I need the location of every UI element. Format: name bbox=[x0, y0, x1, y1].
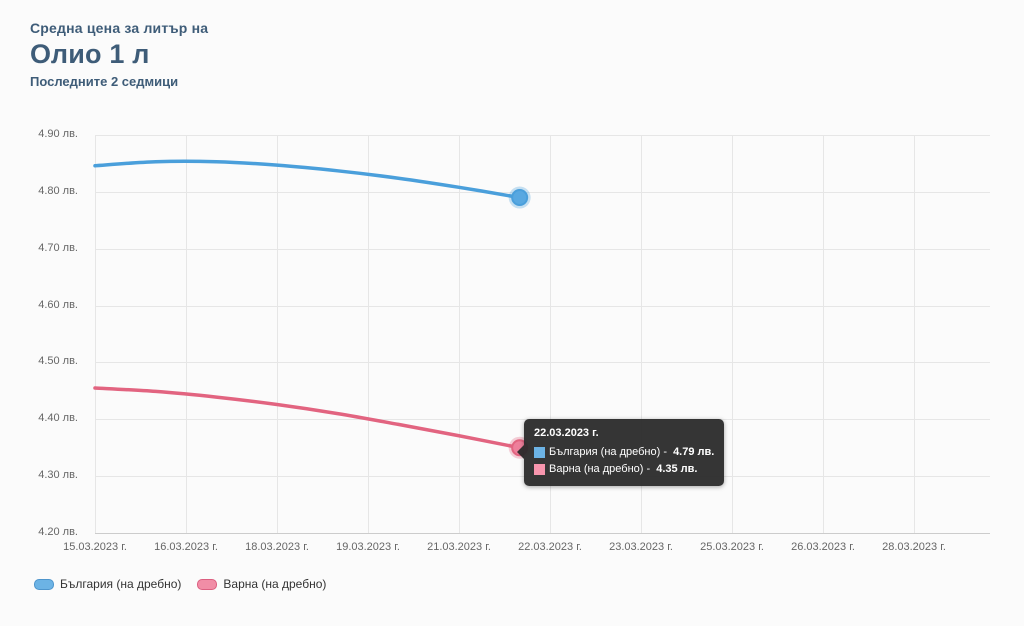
y-tick-label: 4.20 лв. bbox=[38, 526, 78, 538]
tooltip-series-value: 4.79 лв. bbox=[673, 445, 715, 458]
x-tick-label: 23.03.2023 г. bbox=[609, 541, 673, 553]
legend-item-bulgaria[interactable]: България (на дребно) bbox=[34, 577, 181, 591]
x-tick-label: 26.03.2023 г. bbox=[791, 541, 855, 553]
chart-header: Средна цена за литър на Олио 1 л Последн… bbox=[30, 20, 208, 89]
legend-item-label: България (на дребно) bbox=[60, 577, 182, 591]
chart-legend: България (на дребно) Варна (на дребно) bbox=[34, 577, 326, 591]
tooltip-rows: България (на дребно) - 4.79 лв. Варна (на… bbox=[534, 445, 714, 478]
x-tick-label: 28.03.2023 г. bbox=[882, 541, 946, 553]
varna-series-line[interactable] bbox=[93, 386, 522, 450]
varna-legend-swatch-icon bbox=[197, 578, 218, 590]
legend-item-label: Варна (на дребно) bbox=[223, 577, 327, 591]
y-tick-label: 4.60 лв. bbox=[38, 298, 78, 311]
y-tick-label: 4.50 лв. bbox=[38, 355, 78, 368]
tooltip-date: 22.03.2023 г. bbox=[534, 427, 599, 439]
bulgaria-swatch-icon bbox=[534, 447, 545, 459]
tooltip-series-value: 4.35 лв. bbox=[656, 462, 698, 475]
tooltip-series-label: България (на дребно) - 4.79 лв. bbox=[549, 445, 715, 458]
chart-subtitle: Последните 2 седмици bbox=[30, 74, 179, 89]
tooltip-series-label: Варна (на дребно) - 4.35 лв. bbox=[549, 462, 698, 475]
x-tick-label: 21.03.2023 г. bbox=[427, 541, 491, 553]
x-tick-label: 15.03.2023 г. bbox=[63, 541, 127, 553]
x-tick-label: 16.03.2023 г. bbox=[154, 541, 218, 553]
chart-tooltip: 22.03.2023 г. България (на дребно) - 4.7… bbox=[516, 419, 725, 486]
varna-swatch-icon bbox=[534, 464, 545, 476]
chart-kicker: Средна цена за литър на bbox=[30, 20, 209, 36]
y-tick-label: 4.70 лв. bbox=[38, 241, 78, 254]
tooltip-row-varna: Варна (на дребно) - 4.35 лв. bbox=[534, 462, 714, 478]
y-tick-label: 4.40 лв. bbox=[38, 412, 78, 425]
x-tick-label: 19.03.2023 г. bbox=[336, 541, 400, 553]
y-tick-label: 4.80 лв. bbox=[38, 184, 78, 197]
x-tick-label: 22.03.2023 г. bbox=[518, 541, 582, 553]
bulgaria-legend-swatch-icon bbox=[34, 578, 54, 590]
page-title: Олио 1 л bbox=[30, 39, 150, 69]
bulgaria-series-line[interactable] bbox=[93, 159, 522, 200]
x-tick-label: 25.03.2023 г. bbox=[700, 541, 764, 553]
legend-item-varna[interactable]: Варна (на дребно) bbox=[197, 577, 326, 591]
y-tick-label: 4.90 лв. bbox=[38, 128, 78, 140]
bulgaria-series-marker[interactable] bbox=[511, 189, 529, 207]
tooltip-row-bulgaria: България (на дребно) - 4.79 лв. bbox=[534, 445, 714, 461]
x-tick-label: 18.03.2023 г. bbox=[245, 541, 309, 553]
y-tick-label: 4.30 лв. bbox=[38, 469, 78, 482]
